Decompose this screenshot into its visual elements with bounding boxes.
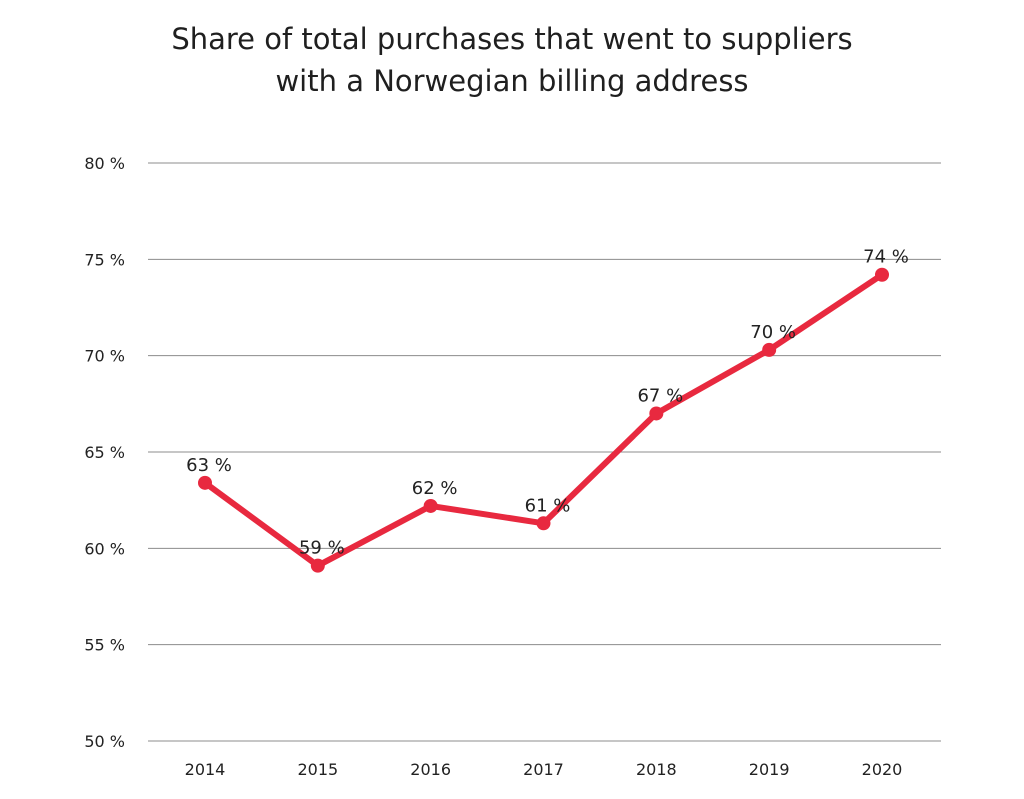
x-tick-label: 2019	[749, 760, 790, 779]
x-tick-label: 2016	[410, 760, 451, 779]
data-point	[875, 267, 889, 282]
x-tick-label: 2015	[297, 760, 338, 779]
data-point	[762, 342, 777, 357]
x-axis-ticks: 2014 2015 2016 2017 2018 2019 2020	[185, 760, 903, 779]
y-axis-ticks: 50 % 55 % 60 % 65 % 70 % 75 % 80 %	[84, 154, 125, 751]
y-tick-label: 70 %	[84, 347, 125, 366]
data-label: 62 %	[412, 478, 458, 499]
y-tick-label: 80 %	[84, 154, 125, 173]
chart-title-line-1: Share of total purchases that went to su…	[171, 22, 853, 56]
data-label: 59 %	[299, 538, 345, 559]
x-tick-label: 2018	[636, 760, 677, 779]
y-tick-label: 50 %	[84, 732, 125, 751]
x-tick-label: 2017	[523, 760, 564, 779]
y-tick-label: 75 %	[84, 250, 125, 269]
data-labels: 63 % 59 % 62 % 61 % 67 % 70 % 74 %	[186, 247, 909, 559]
data-label: 70 %	[750, 322, 796, 343]
x-tick-label: 2014	[185, 760, 226, 779]
chart-title: Share of total purchases that went to su…	[0, 18, 1024, 102]
y-tick-label: 60 %	[84, 539, 125, 558]
data-point	[649, 406, 664, 421]
data-point	[198, 475, 212, 490]
data-label: 74 %	[863, 247, 909, 268]
y-tick-label: 55 %	[84, 636, 125, 655]
data-point	[423, 498, 438, 513]
y-tick-label: 65 %	[84, 443, 125, 462]
data-label: 63 %	[186, 455, 232, 476]
x-tick-label: 2020	[862, 760, 903, 779]
data-label: 61 %	[525, 495, 571, 516]
data-point	[310, 558, 325, 573]
data-label: 67 %	[637, 385, 683, 406]
gridlines	[148, 162, 941, 742]
chart-title-line-2: with a Norwegian billing address	[275, 64, 749, 98]
data-point	[536, 516, 551, 531]
series-points	[198, 267, 889, 573]
